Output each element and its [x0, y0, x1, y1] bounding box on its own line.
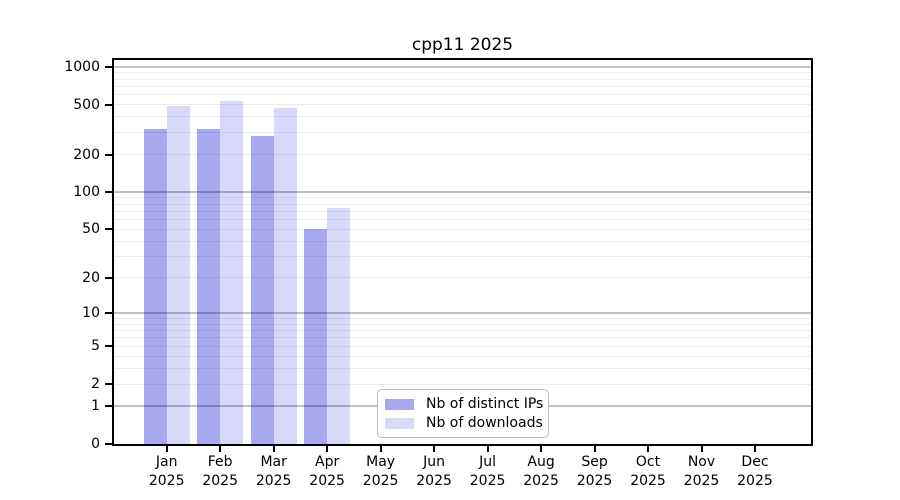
- gridline-minor-500: [114, 104, 811, 106]
- gridline-minor-30: [114, 256, 811, 258]
- gridline-minor-2: [114, 383, 811, 385]
- y-tick-label-2: 2: [91, 376, 100, 393]
- gridline-minor-9: [114, 317, 811, 319]
- y-tick-label-20: 20: [82, 269, 100, 286]
- y-tick-mark-0: [105, 443, 112, 445]
- x-tick-label-oct: Oct 2025: [630, 454, 666, 489]
- bar-downloads-mar: [273, 108, 297, 444]
- y-tick-label-5: 5: [91, 338, 100, 355]
- y-tick-label-100: 100: [73, 184, 100, 201]
- x-tick-mark-aug: [540, 446, 543, 452]
- x-tick-label-nov: Nov 2025: [683, 454, 720, 489]
- gridline-minor-40: [114, 240, 811, 242]
- y-tick-mark-20: [105, 276, 112, 279]
- gridline-minor-300: [114, 132, 811, 134]
- grid-layer: [114, 60, 811, 444]
- gridline-minor-5: [114, 345, 811, 347]
- y-tick-label-0: 0: [91, 436, 100, 452]
- x-tick-label-may: May 2025: [362, 454, 399, 489]
- y-tick-label-50: 50: [82, 221, 100, 238]
- gridline-minor-200: [114, 154, 811, 156]
- gridline-minor-7: [114, 330, 811, 332]
- x-tick-mark-jul: [486, 446, 489, 452]
- y-tick-mark-200: [105, 153, 112, 156]
- bar-downloads-apr: [327, 207, 351, 444]
- plot-area: [112, 58, 813, 446]
- x-tick-mark-oct: [647, 446, 650, 452]
- bar-distinct-ips-mar: [250, 135, 274, 444]
- y-tick-mark-100: [105, 191, 112, 194]
- y-tick-mark-500: [105, 103, 112, 106]
- gridline-minor-600: [114, 94, 811, 96]
- x-tick-label-jul: Jul 2025: [469, 454, 506, 489]
- x-tick-label-aug: Aug 2025: [523, 454, 559, 489]
- x-tick-mark-apr: [326, 446, 329, 452]
- legend-item-distinct-ips: Nb of distinct IPs: [385, 395, 543, 413]
- x-tick-label-jun: Jun 2025: [416, 454, 452, 489]
- x-tick-mark-jan: [165, 446, 168, 452]
- y-tick-label-500: 500: [73, 96, 100, 113]
- bar-distinct-ips-jan: [143, 129, 167, 444]
- gridline-minor-20: [114, 277, 811, 279]
- y-tick-mark-1000: [105, 66, 112, 68]
- x-tick-label-sep: Sep 2025: [576, 454, 613, 489]
- legend: Nb of distinct IPs Nb of downloads: [377, 389, 549, 438]
- x-tick-mark-may: [379, 446, 382, 452]
- x-tick-mark-sep: [593, 446, 596, 452]
- y-tick-mark-50: [105, 228, 112, 231]
- gridline-minor-50: [114, 228, 811, 230]
- gridline-minor-60: [114, 219, 811, 221]
- gridline-minor-70: [114, 210, 811, 212]
- gridline-minor-80: [114, 203, 811, 205]
- bar-distinct-ips-feb: [197, 129, 221, 444]
- gridline-minor-400: [114, 116, 811, 118]
- x-tick-label-apr: Apr 2025: [309, 454, 345, 489]
- gridline-minor-4: [114, 355, 811, 357]
- bar-downloads-feb: [220, 101, 244, 444]
- legend-label-distinct-ips: Nb of distinct IPs: [426, 396, 544, 412]
- x-tick-mark-dec: [753, 446, 756, 452]
- x-tick-mark-nov: [700, 446, 703, 452]
- x-tick-mark-jun: [433, 446, 436, 452]
- bar-downloads-jan: [166, 106, 190, 444]
- y-tick-mark-10: [105, 312, 112, 315]
- x-tick-label-jan: Jan 2025: [148, 454, 185, 489]
- chart-title: cpp11 2025: [411, 35, 514, 55]
- y-tick-label-1000: 1000: [64, 59, 100, 75]
- gridline-minor-800: [114, 78, 811, 80]
- gridline-minor-900: [114, 72, 811, 74]
- gridline-major-10: [114, 312, 811, 314]
- gridline-major-100: [114, 191, 811, 193]
- x-tick-label-feb: Feb 2025: [202, 454, 238, 489]
- bar-distinct-ips-apr: [304, 229, 328, 444]
- legend-swatch-distinct-ips: [385, 398, 414, 410]
- gridline-minor-6: [114, 337, 811, 339]
- gridline-minor-8: [114, 323, 811, 325]
- gridline-minor-3: [114, 367, 811, 369]
- bars-layer: [114, 60, 811, 444]
- legend-item-downloads: Nb of downloads: [385, 414, 543, 432]
- gridline-minor-700: [114, 85, 811, 87]
- legend-label-downloads: Nb of downloads: [426, 415, 543, 431]
- y-tick-mark-2: [105, 383, 112, 386]
- y-tick-mark-5: [105, 345, 112, 348]
- x-tick-label-mar: Mar 2025: [255, 454, 292, 489]
- x-tick-mark-feb: [219, 446, 222, 452]
- y-tick-label-10: 10: [82, 305, 100, 322]
- gridline-major-1000: [114, 66, 811, 68]
- y-tick-label-1: 1: [91, 398, 100, 415]
- y-tick-label-200: 200: [73, 146, 100, 163]
- gridline-minor-90: [114, 197, 811, 199]
- y-tick-mark-1: [105, 405, 112, 408]
- x-tick-mark-mar: [272, 446, 275, 452]
- x-tick-label-dec: Dec 2025: [737, 454, 773, 489]
- legend-swatch-downloads: [385, 417, 414, 429]
